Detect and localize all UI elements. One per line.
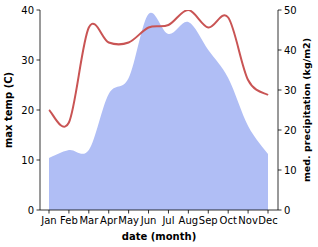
x-tick-label: May (118, 215, 139, 226)
y-tick (37, 60, 41, 61)
y2-tick (278, 130, 282, 131)
x-tick (108, 210, 109, 214)
x-tick-label: Apr (100, 215, 118, 226)
x-tick (228, 210, 229, 214)
x-tick (168, 210, 169, 214)
x-tick (188, 210, 189, 214)
y-tick (37, 210, 41, 211)
y2-tick-label: 30 (284, 85, 297, 96)
x-tick-label: Feb (60, 215, 78, 226)
y2-tick (278, 210, 282, 211)
y-tick (37, 160, 41, 161)
x-tick-label: Jul (161, 215, 174, 226)
y-tick (37, 110, 41, 111)
x-tick-label: Oct (220, 215, 237, 226)
x-tick-label: Aug (179, 215, 199, 226)
y2-tick (278, 50, 282, 51)
y2-axis (278, 10, 279, 210)
y2-tick-label: 10 (284, 165, 297, 176)
plot-area (49, 10, 268, 210)
y-tick (37, 10, 41, 11)
y2-tick-label: 40 (284, 45, 297, 56)
chart: 0 10 20 30 40 0 10 20 30 40 50 Jan FebMarAprMayJun Ju… (0, 0, 318, 247)
y2-tick (278, 90, 282, 91)
x-tick-label: Jan (40, 215, 56, 226)
y2-tick-label: 20 (284, 125, 297, 136)
y2-tick-label: 50 (284, 5, 297, 16)
x-axis-label: date (month) (122, 231, 196, 242)
x-tick-label: Mar (79, 215, 99, 226)
x-tick (248, 210, 249, 214)
y2-tick (278, 10, 282, 11)
x-tick (268, 210, 269, 214)
y-tick-label: 10 (21, 155, 34, 166)
x-tick (88, 210, 89, 214)
y2-axis-label: med. precipitation (kg/m2) (301, 38, 312, 182)
x-tick (49, 210, 50, 214)
x-tick-label: Sep (199, 215, 218, 226)
x-tick (208, 210, 209, 214)
x-tick-label: Jun (140, 215, 157, 226)
x-axis (40, 210, 278, 211)
y2-tick-label: 0 (284, 205, 290, 216)
precipitation-area (49, 13, 268, 210)
x-tick (128, 210, 129, 214)
y2-tick (278, 170, 282, 171)
x-tick-label: Nov (238, 215, 258, 226)
y-tick-label: 20 (21, 105, 34, 116)
temperature-line (49, 10, 268, 127)
y-tick-label: 30 (21, 55, 34, 66)
y-tick-label: 40 (21, 5, 34, 16)
y-tick-label: 0 (28, 205, 34, 216)
x-tick (148, 210, 149, 214)
x-tick-label: Dec (258, 215, 277, 226)
x-tick (68, 210, 69, 214)
y-axis-label: max temp (C) (3, 72, 14, 148)
